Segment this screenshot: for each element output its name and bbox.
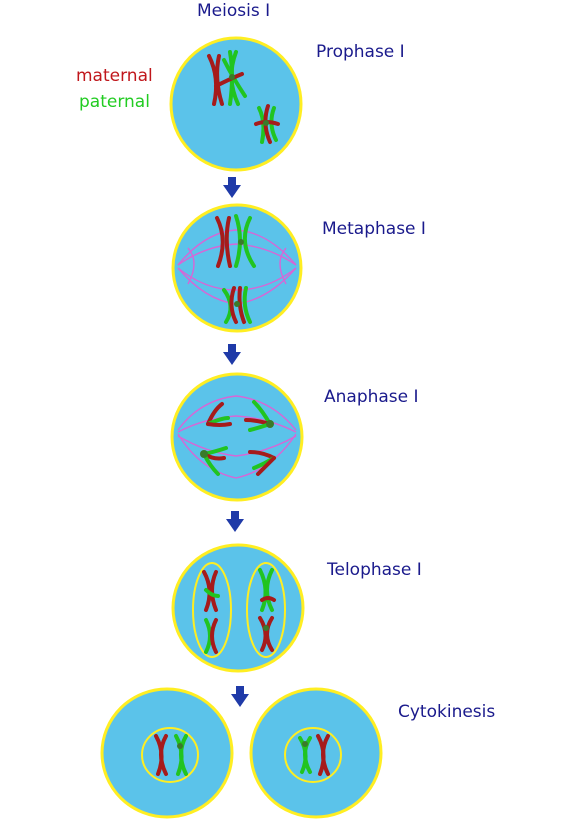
legend-paternal: paternal <box>79 92 150 112</box>
arrow-down-icon <box>231 686 249 707</box>
chromosome-pair-metaphase-1 <box>215 214 256 268</box>
cell-telophase <box>171 543 305 673</box>
label-anaphase: Anaphase I <box>324 387 419 407</box>
arrow-down-icon <box>223 344 241 365</box>
chromosome-anaphase-lower-right <box>248 450 276 476</box>
chromosome-pair-prophase-1 <box>207 50 247 106</box>
diagram-title: Meiosis I <box>197 1 271 21</box>
cell-anaphase <box>170 372 304 502</box>
chromosomes-telophase-right <box>258 568 276 652</box>
arrow-down-icon <box>223 177 241 198</box>
cell-metaphase <box>171 203 303 333</box>
chromosome-pair-prophase-2 <box>254 104 280 144</box>
legend-maternal: maternal <box>76 66 153 86</box>
chromosome-pair-metaphase-2 <box>222 286 252 324</box>
cell-prophase <box>169 36 303 172</box>
chromosome-anaphase-upper-right <box>244 400 274 432</box>
arrow-down-icon <box>226 511 244 532</box>
chromosomes-telophase-left <box>202 570 220 654</box>
chromosome-anaphase-upper-left <box>206 402 232 427</box>
spindle-fibers-metaphase <box>177 229 297 305</box>
label-metaphase: Metaphase I <box>322 219 426 239</box>
label-prophase: Prophase I <box>316 42 405 62</box>
chromosome-anaphase-lower-left <box>200 446 228 476</box>
label-cytokinesis: Cytokinesis <box>398 702 496 722</box>
label-telophase: Telophase I <box>327 560 422 580</box>
daughter-cell-right <box>249 687 383 819</box>
daughter-cell-left <box>100 687 234 819</box>
